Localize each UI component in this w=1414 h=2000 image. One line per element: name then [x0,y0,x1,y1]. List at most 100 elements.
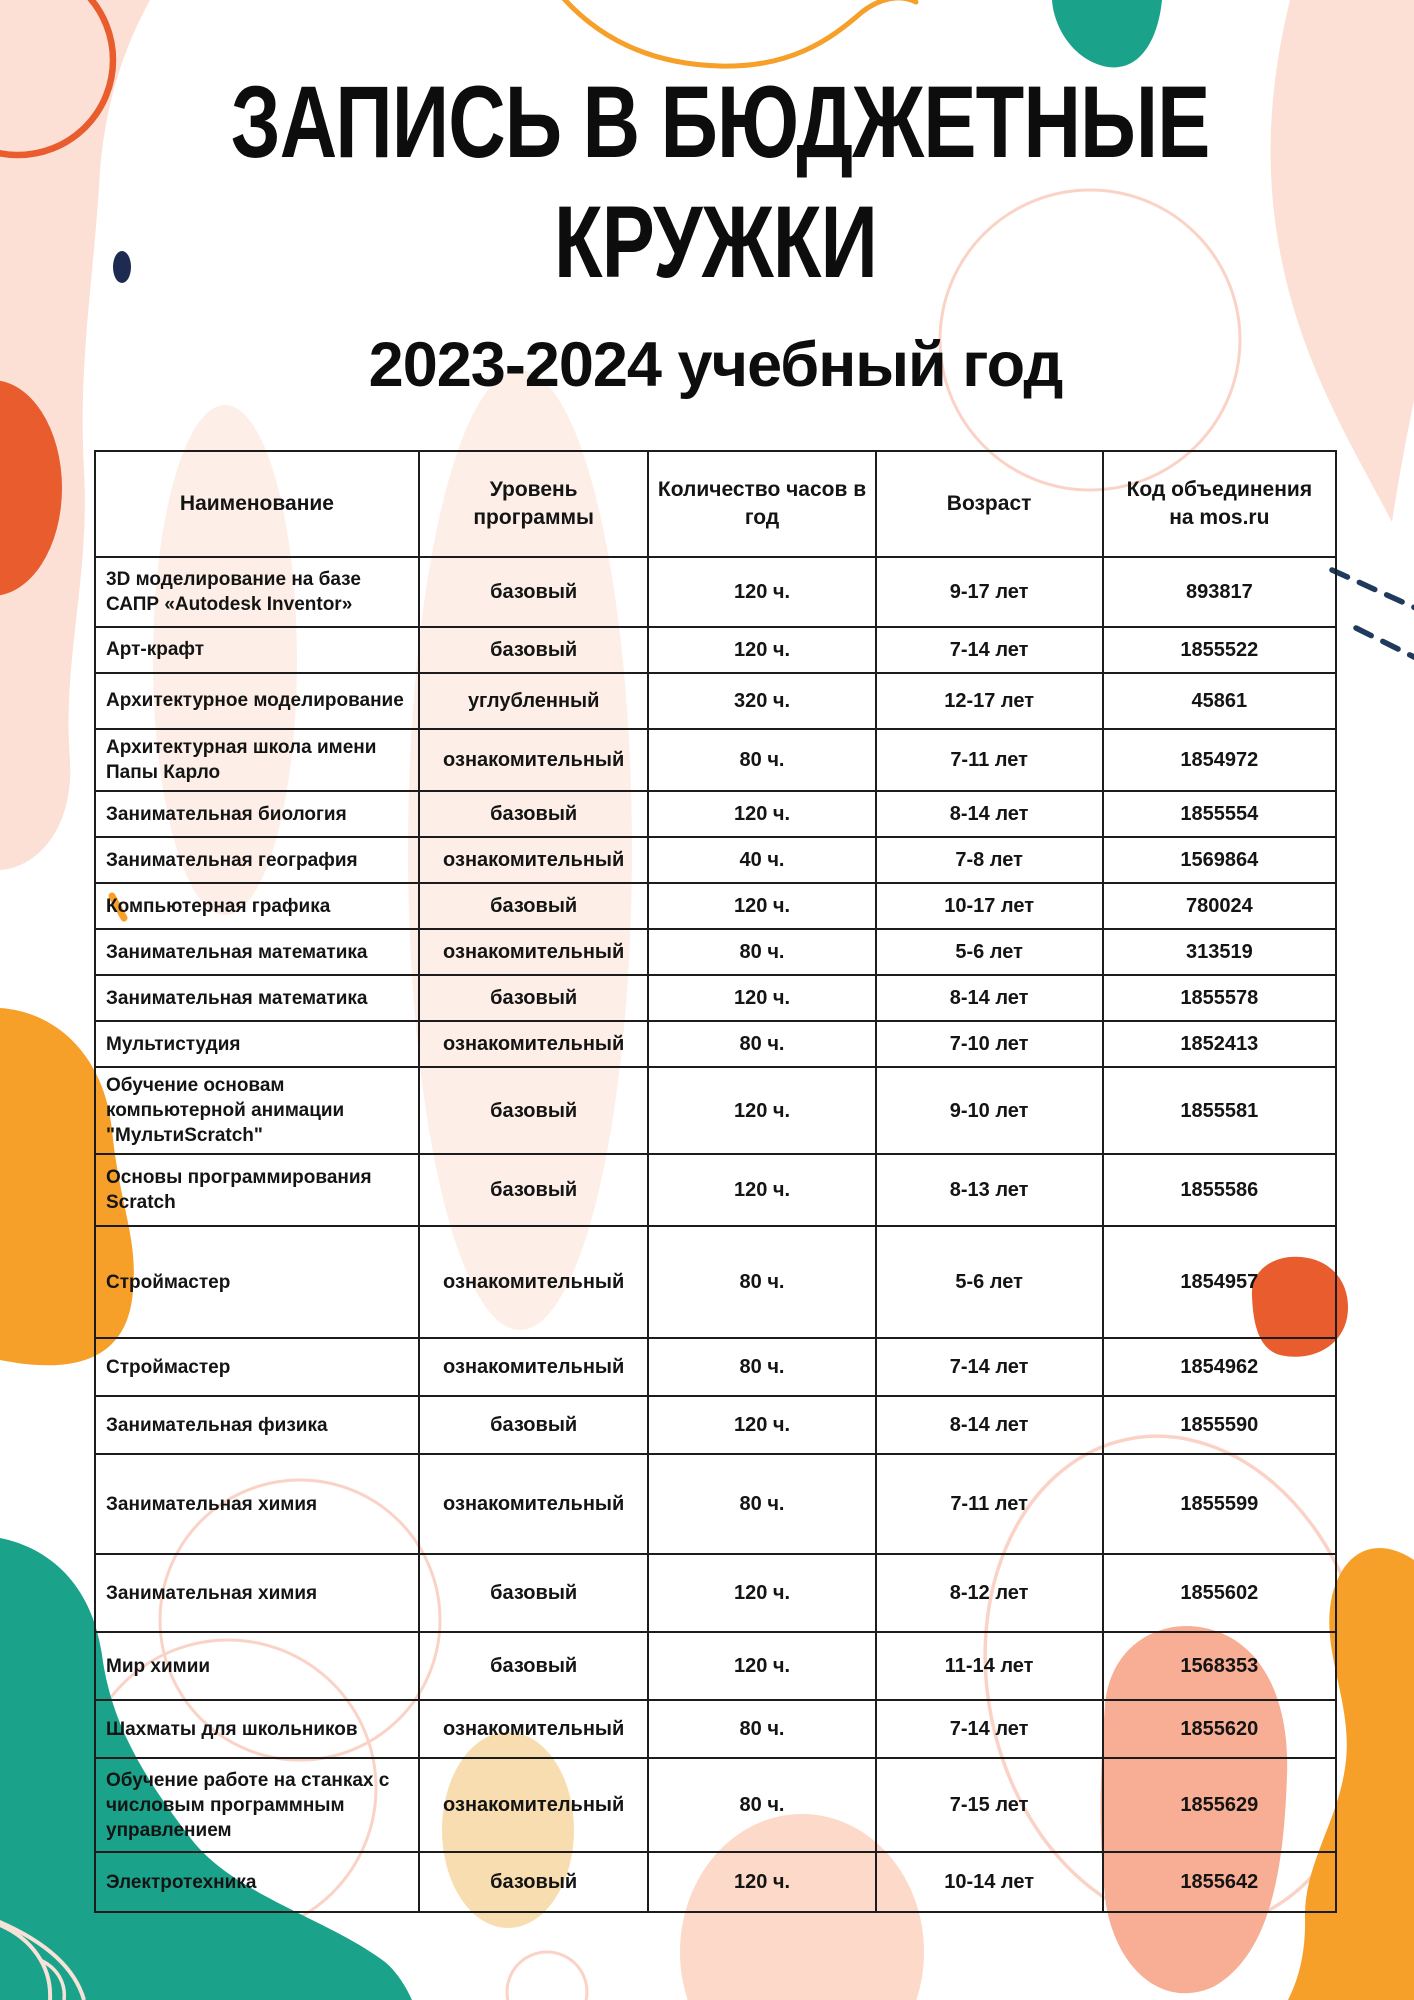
clubs-table-head: Наименование Уровень программы Количеств… [94,450,1338,558]
club-code: 780024 [1101,882,1338,931]
table-row: Архитектурная школа имени Папы Карло озн… [94,727,1338,793]
club-age: 5-6 лет [874,1225,1104,1340]
club-hours: 120 ч. [647,1395,877,1456]
club-age: 5-6 лет [874,928,1104,977]
club-level: базовый [417,1631,650,1702]
table-row: Занимательная химия ознакомительный 80 ч… [94,1453,1338,1556]
club-name: Обучение основам компьютерной анимации "… [94,1066,420,1156]
club-age: 10-17 лет [874,882,1104,931]
table-row: Обучение основам компьютерной анимации "… [94,1066,1338,1156]
club-age: 8-13 лет [874,1153,1104,1228]
club-name: Строймастер [94,1337,420,1398]
club-code: 1854962 [1101,1337,1338,1398]
club-hours: 120 ч. [647,1851,877,1914]
club-hours: 80 ч. [647,727,877,793]
club-age: 8-14 лет [874,974,1104,1023]
club-name: Компьютерная графика [94,882,420,931]
club-level: базовый [417,790,650,839]
club-level: базовый [417,882,650,931]
club-level: базовый [417,556,650,628]
club-age: 11-14 лет [874,1631,1104,1702]
peach-blob-top-right [1270,0,1414,522]
club-age: 9-17 лет [874,556,1104,628]
table-row: Архитектурное моделирование углубленный … [94,672,1338,730]
club-hours: 120 ч. [647,1066,877,1156]
club-level: ознакомительный [417,1225,650,1340]
amber-squiggle-top [561,0,919,69]
clubs-table-body: 3D моделирование на базе САПР «Autodesk … [94,556,1338,1914]
club-hours: 120 ч. [647,556,877,628]
club-code: 1855602 [1101,1553,1338,1634]
column-header-age: Возраст [874,450,1104,558]
table-row: Мир химии базовый 120 ч. 11-14 лет 15683… [94,1631,1338,1702]
club-code: 1855590 [1101,1395,1338,1456]
club-name: Занимательная химия [94,1553,420,1634]
club-level: базовый [417,1395,650,1456]
club-name: Обучение работе на станках с числовым пр… [94,1757,420,1854]
orange-red-blob-left [0,380,62,596]
club-name: Занимательная биология [94,790,420,839]
club-hours: 120 ч. [647,882,877,931]
clubs-table: Наименование Уровень программы Количеств… [94,450,1338,1914]
club-age: 7-14 лет [874,626,1104,674]
club-level: ознакомительный [417,836,650,885]
column-header-level: Уровень программы [417,450,650,558]
page-subtitle: 2023-2024 учебный год [368,329,1064,400]
table-row: Строймастер ознакомительный 80 ч. 7-14 л… [94,1337,1338,1398]
peach-blob-top-left [0,0,150,870]
club-code: 1855554 [1101,790,1338,839]
table-row: Занимательная география ознакомительный … [94,836,1338,885]
table-row: Электротехника базовый 120 ч. 10-14 лет … [94,1851,1338,1914]
club-name: Мультистудия [94,1020,420,1069]
table-row: 3D моделирование на базе САПР «Autodesk … [94,556,1338,628]
club-name: Занимательная математика [94,928,420,977]
club-age: 12-17 лет [874,672,1104,730]
club-level: углубленный [417,672,650,730]
club-hours: 80 ч. [647,1699,877,1760]
club-code: 45861 [1101,672,1338,730]
club-hours: 120 ч. [647,1553,877,1634]
club-age: 8-14 лет [874,1395,1104,1456]
club-age: 7-11 лет [874,1453,1104,1556]
table-row: Занимательная физика базовый 120 ч. 8-14… [94,1395,1338,1456]
club-hours: 120 ч. [647,974,877,1023]
club-name: Арт-крафт [94,626,420,674]
poster-header: ЗАПИСЬ В БЮДЖЕТНЫЕ КРУЖКИ 2023-2024 учеб… [94,62,1337,401]
teal-blob-top [1052,0,1162,68]
club-hours: 320 ч. [647,672,877,730]
club-name: Занимательная география [94,836,420,885]
club-level: ознакомительный [417,1699,650,1760]
club-hours: 80 ч. [647,1757,877,1854]
club-name: Строймастер [94,1225,420,1340]
club-level: ознакомительный [417,1453,650,1556]
club-level: базовый [417,626,650,674]
club-code: 1855586 [1101,1153,1338,1228]
club-name: Архитектурная школа имени Папы Карло [94,727,420,793]
club-name: Мир химии [94,1631,420,1702]
club-code: 1854957 [1101,1225,1338,1340]
club-age: 7-14 лет [874,1337,1104,1398]
club-level: базовый [417,1553,650,1634]
club-age: 9-10 лет [874,1066,1104,1156]
club-age: 7-8 лет [874,836,1104,885]
club-age: 7-10 лет [874,1020,1104,1069]
club-code: 1568353 [1101,1631,1338,1702]
navy-dashed-line-2 [1353,625,1414,661]
table-row: Занимательная химия базовый 120 ч. 8-12 … [94,1553,1338,1634]
club-code: 1569864 [1101,836,1338,885]
club-hours: 80 ч. [647,928,877,977]
club-code: 1855581 [1101,1066,1338,1156]
club-code: 1855620 [1101,1699,1338,1760]
club-hours: 80 ч. [647,1020,877,1069]
orange-red-circle-outline-top-left [0,0,117,159]
club-name: Занимательная химия [94,1453,420,1556]
navy-dot [113,251,131,283]
table-row: Занимательная математика ознакомительный… [94,928,1338,977]
pink-outline-circle-bottom-center [505,1950,589,2000]
club-hours: 120 ч. [647,1631,877,1702]
club-age: 8-12 лет [874,1553,1104,1634]
club-name: Основы программирования Scratch [94,1153,420,1228]
club-hours: 80 ч. [647,1225,877,1340]
cream-curl-3 [39,1958,67,2000]
club-age: 8-14 лет [874,790,1104,839]
